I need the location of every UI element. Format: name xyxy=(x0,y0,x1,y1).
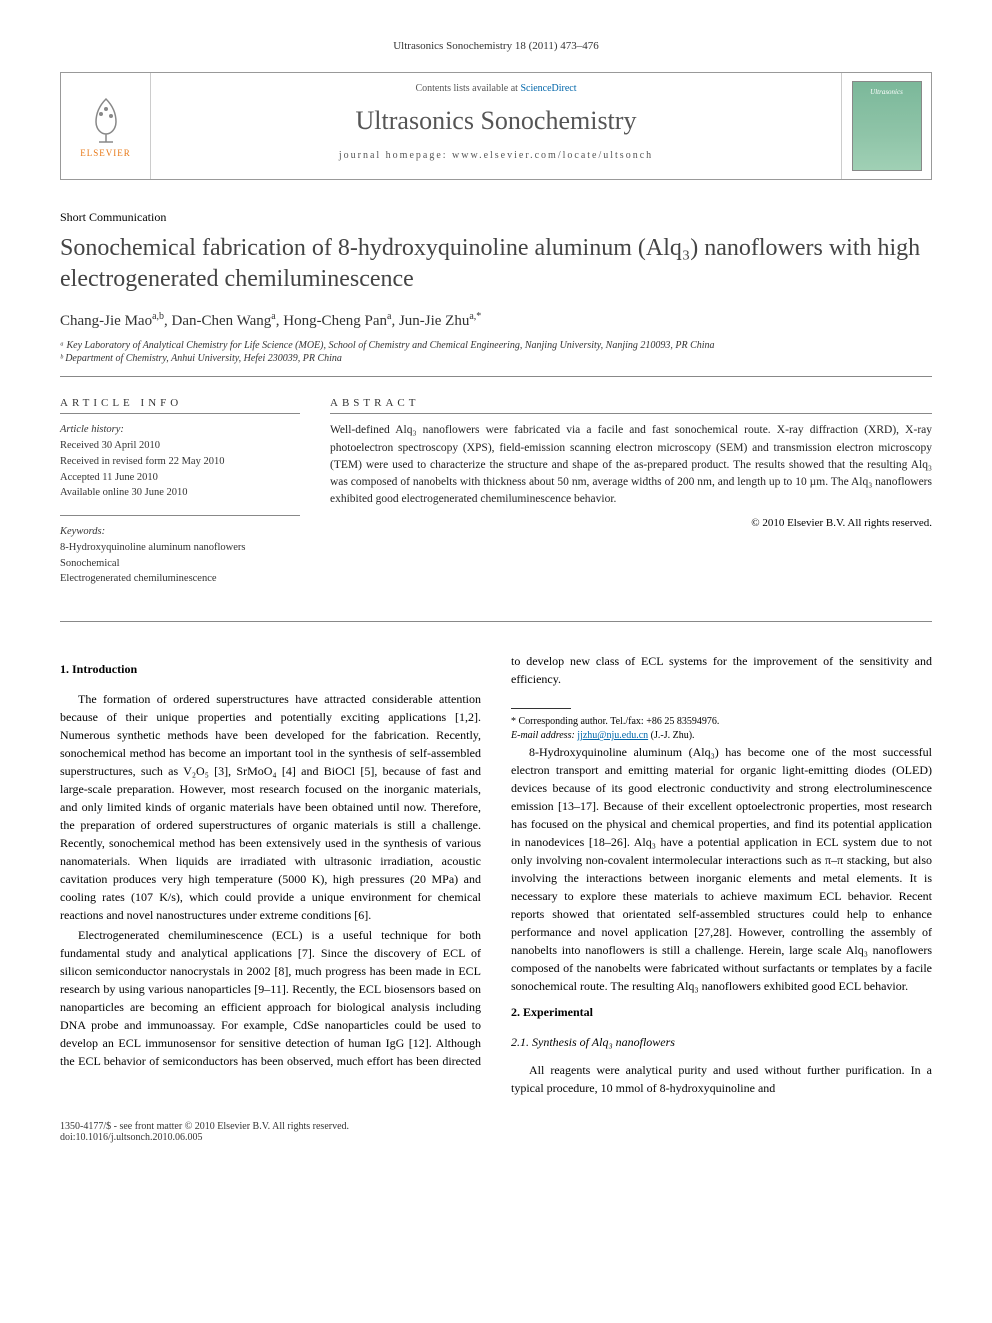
abstract-heading: ABSTRACT xyxy=(330,397,932,414)
footnote-block: * Corresponding author. Tel./fax: +86 25… xyxy=(511,708,932,743)
email-who: (J.-J. Zhu). xyxy=(651,730,695,741)
sciencedirect-link[interactable]: ScienceDirect xyxy=(520,83,576,94)
page-footer: 1350-4177/$ - see front matter © 2010 El… xyxy=(60,1121,932,1143)
subsection-2-1-heading: 2.1. Synthesis of Alq₃ nanoflowers xyxy=(511,1033,932,1051)
history-line: Received 30 April 2010 xyxy=(60,438,300,454)
paragraph: All reagents were analytical purity and … xyxy=(511,1061,932,1097)
contents-available: Contents lists available at ScienceDirec… xyxy=(161,83,831,94)
email-link[interactable]: jjzhu@nju.edu.cn xyxy=(577,730,648,741)
abstract-text: Well-defined Alq₃ nanoflowers were fabri… xyxy=(330,422,932,508)
footer-line: 1350-4177/$ - see front matter © 2010 El… xyxy=(60,1121,932,1132)
keywords-block: Keywords: 8-Hydroxyquinoline aluminum na… xyxy=(60,524,300,587)
publisher-logo: ELSEVIER xyxy=(61,73,151,179)
abstract-column: ABSTRACT Well-defined Alq₃ nanoflowers w… xyxy=(330,397,932,601)
contents-prefix: Contents lists available at xyxy=(415,83,520,94)
body-columns: 1. Introduction The formation of ordered… xyxy=(60,652,932,1097)
paragraph: 8-Hydroxyquinoline aluminum (Alq₃) has b… xyxy=(511,743,932,995)
publisher-name: ELSEVIER xyxy=(80,148,131,158)
abstract-copyright: © 2010 Elsevier B.V. All rights reserved… xyxy=(330,517,932,529)
section-2-heading: 2. Experimental xyxy=(511,1003,932,1021)
journal-cover: Ultrasonics xyxy=(841,73,931,179)
article-history: Article history: Received 30 April 2010 … xyxy=(60,422,300,501)
header-center: Contents lists available at ScienceDirec… xyxy=(151,73,841,179)
keyword: 8-Hydroxyquinoline aluminum nanoflowers xyxy=(60,540,300,556)
paragraph: The formation of ordered superstructures… xyxy=(60,690,481,924)
divider xyxy=(60,515,300,516)
corresponding-author: * Corresponding author. Tel./fax: +86 25… xyxy=(511,715,932,729)
email-footnote: E-mail address: jjzhu@nju.edu.cn (J.-J. … xyxy=(511,729,932,743)
authors: Chang-Jie Maoa,b, Dan-Chen Wanga, Hong-C… xyxy=(60,311,932,330)
affiliations: ᵃ Key Laboratory of Analytical Chemistry… xyxy=(60,340,932,377)
journal-name: Ultrasonics Sonochemistry xyxy=(161,106,831,136)
keyword: Electrogenerated chemiluminescence xyxy=(60,571,300,587)
footer-doi: doi:10.1016/j.ultsonch.2010.06.005 xyxy=(60,1132,932,1143)
journal-header: ELSEVIER Contents lists available at Sci… xyxy=(60,72,932,180)
article-title: Sonochemical fabrication of 8-hydroxyqui… xyxy=(60,233,932,295)
section-1-heading: 1. Introduction xyxy=(60,660,481,678)
cover-title: Ultrasonics xyxy=(857,88,917,96)
history-line: Accepted 11 June 2010 xyxy=(60,470,300,486)
homepage-url: www.elsevier.com/locate/ultsonch xyxy=(452,150,653,161)
keyword: Sonochemical xyxy=(60,556,300,572)
email-label: E-mail address: xyxy=(511,730,575,741)
cover-thumbnail: Ultrasonics xyxy=(852,81,922,171)
homepage-label: journal homepage: xyxy=(339,150,452,161)
history-line: Received in revised form 22 May 2010 xyxy=(60,454,300,470)
keywords-label: Keywords: xyxy=(60,524,300,540)
footnote-separator xyxy=(511,708,571,709)
article-info-heading: ARTICLE INFO xyxy=(60,397,300,414)
history-label: Article history: xyxy=(60,422,300,438)
elsevier-tree-icon xyxy=(81,94,131,144)
journal-homepage: journal homepage: www.elsevier.com/locat… xyxy=(161,150,831,161)
history-line: Available online 30 June 2010 xyxy=(60,485,300,501)
article-type: Short Communication xyxy=(60,210,932,225)
running-head: Ultrasonics Sonochemistry 18 (2011) 473–… xyxy=(60,40,932,52)
article-info-column: ARTICLE INFO Article history: Received 3… xyxy=(60,397,300,601)
